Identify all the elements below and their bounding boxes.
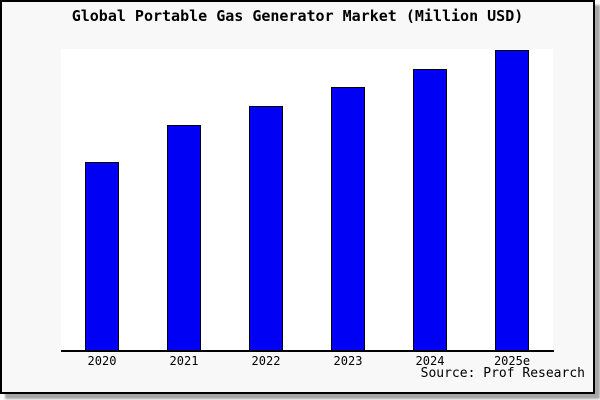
bar-2025e bbox=[495, 50, 529, 351]
plot-area bbox=[61, 49, 553, 351]
bar-2020 bbox=[85, 162, 119, 351]
x-axis-line bbox=[61, 350, 554, 352]
x-tick-label-2020: 2020 bbox=[87, 354, 117, 368]
bar-2024 bbox=[413, 69, 447, 351]
bar-2022 bbox=[249, 106, 283, 351]
source-credit: Source: Prof Research bbox=[420, 366, 585, 381]
chart-title: Global Portable Gas Generator Market (Mi… bbox=[71, 7, 524, 25]
x-axis-labels: 2020 2021 2022 2023 2024 2025e bbox=[61, 354, 553, 370]
x-tick-label-2025e: 2025e bbox=[493, 354, 531, 368]
x-tick-label-2022: 2022 bbox=[251, 354, 281, 368]
x-tick-label-2021: 2021 bbox=[169, 354, 199, 368]
x-tick-label-2024: 2024 bbox=[415, 354, 445, 368]
bar-2021 bbox=[167, 125, 201, 351]
x-tick-label-2023: 2023 bbox=[333, 354, 363, 368]
bar-2023 bbox=[331, 87, 365, 351]
chart-card: Global Portable Gas Generator Market (Mi… bbox=[0, 0, 595, 394]
